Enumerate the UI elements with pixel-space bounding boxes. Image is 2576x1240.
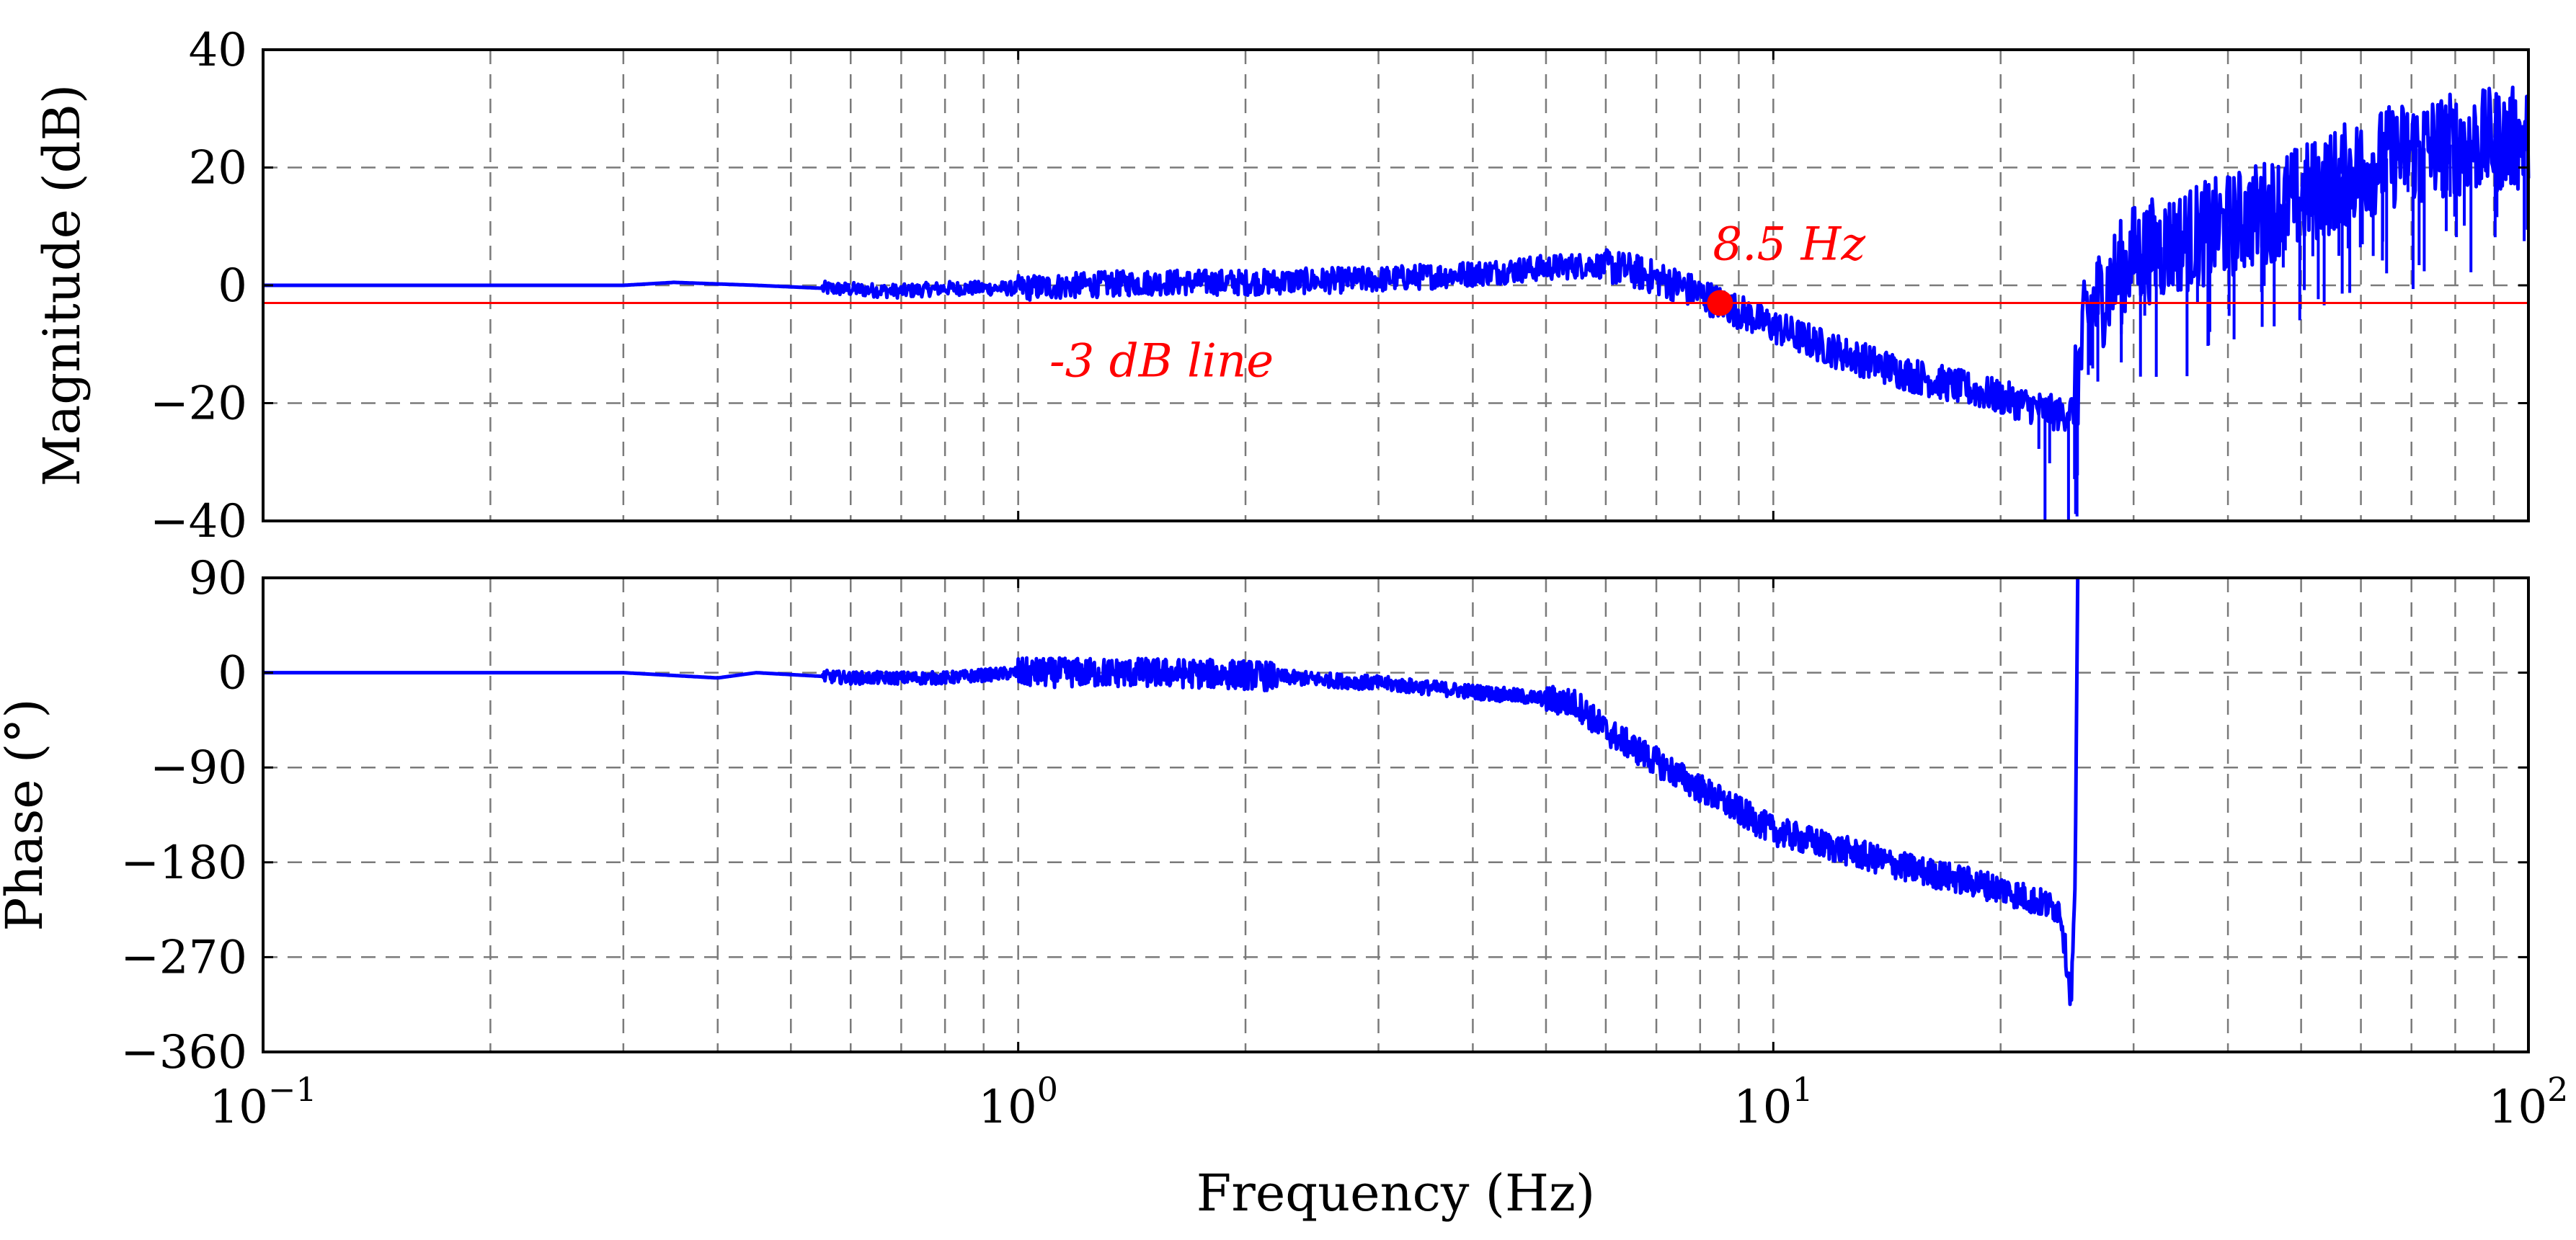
y-tick-label: −180 bbox=[120, 837, 247, 890]
cutoff-frequency-label: 8.5 Hz bbox=[1713, 218, 1866, 272]
frequency-x-ticks: 10−1 100 101 102 bbox=[209, 50, 2568, 1134]
y-tick-label: 20 bbox=[189, 142, 247, 195]
phase-y-ticks: −360 −270 −180 −90 0 90 bbox=[120, 552, 2528, 1079]
series-line-phase bbox=[262, 577, 2080, 1007]
phase-y-axis-title: Phase (°) bbox=[0, 698, 54, 931]
x-tick-label: 10−1 bbox=[209, 1070, 316, 1134]
y-tick-label: −360 bbox=[120, 1026, 247, 1079]
y-tick-label: −270 bbox=[120, 931, 247, 984]
y-tick-label: 0 bbox=[218, 259, 247, 313]
magnitude-y-axis-title: Magnitude (dB) bbox=[32, 84, 92, 486]
magnitude-panel: 8.5 Hz -3 dB line −40 −20 0 20 40 Magnitude … bbox=[32, 24, 2531, 548]
magnitude-grid bbox=[263, 50, 2528, 521]
magnitude-series bbox=[262, 85, 2531, 521]
y-tick-label: −20 bbox=[150, 378, 247, 431]
cutoff-marker-point bbox=[1707, 290, 1733, 316]
reference-line-label: -3 dB line bbox=[1049, 335, 1274, 388]
x-tick-label: 100 bbox=[978, 1070, 1058, 1134]
y-tick-label: 0 bbox=[218, 647, 247, 700]
magnitude-y-ticks: −40 −20 0 20 40 bbox=[150, 24, 2528, 548]
frequency-x-axis-title: Frequency (Hz) bbox=[1196, 1164, 1595, 1223]
phase-plot-frame bbox=[262, 576, 2530, 1053]
y-tick-label: 40 bbox=[189, 24, 247, 77]
series-line-magnitude bbox=[262, 85, 2531, 432]
phase-series bbox=[262, 577, 2080, 1007]
y-tick-label: −90 bbox=[150, 741, 247, 795]
x-tick-label: 101 bbox=[1733, 1070, 1813, 1134]
y-tick-label: −40 bbox=[150, 495, 247, 548]
phase-grid bbox=[263, 578, 2528, 1052]
y-tick-label: 90 bbox=[189, 552, 247, 605]
x-tick-label: 102 bbox=[2489, 1070, 2569, 1134]
phase-panel: −360 −270 −180 −90 0 90 10−1 100 101 102 Phase (… bbox=[0, 50, 2568, 1223]
